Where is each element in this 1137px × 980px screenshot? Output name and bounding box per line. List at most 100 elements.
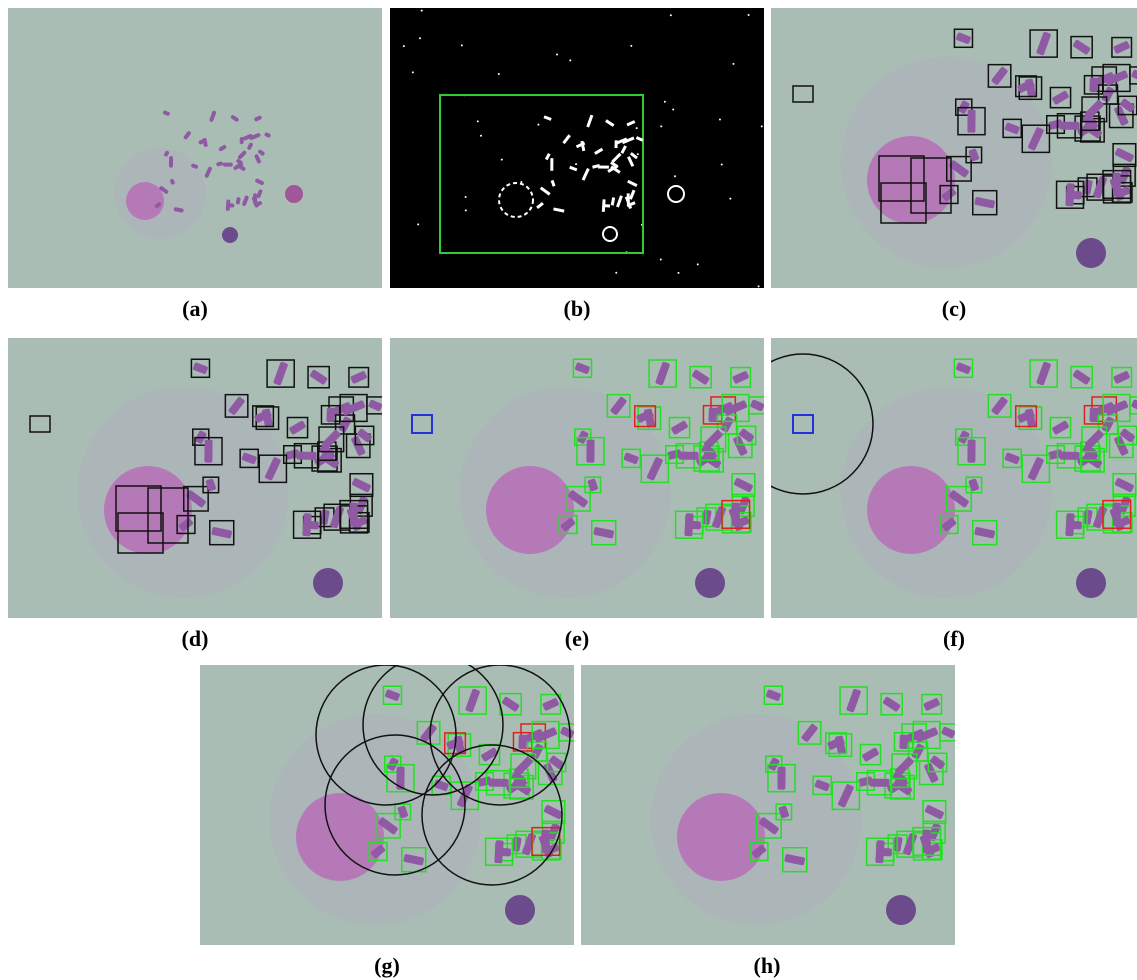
cell bbox=[695, 568, 725, 598]
speck bbox=[412, 71, 414, 73]
speck bbox=[678, 272, 680, 274]
chromosome bbox=[1089, 78, 1097, 93]
chromosome bbox=[302, 513, 311, 536]
chromosome bbox=[326, 408, 334, 423]
panel-image bbox=[581, 665, 957, 945]
panel-image bbox=[390, 338, 766, 618]
chromosome bbox=[875, 840, 884, 863]
speck bbox=[461, 44, 463, 46]
figure: (a) (b) (c) (d) (e) (f) (g) (h) bbox=[0, 0, 1137, 980]
speck bbox=[501, 159, 503, 161]
panel-image bbox=[733, 338, 1137, 618]
speck bbox=[674, 175, 676, 177]
chromosome bbox=[542, 830, 551, 854]
chromosome-outline bbox=[627, 193, 630, 206]
chromosome bbox=[488, 779, 508, 787]
chromosome bbox=[169, 156, 173, 168]
chromosome bbox=[869, 779, 889, 787]
chromosome-outline bbox=[614, 140, 617, 148]
chromosome bbox=[494, 840, 503, 863]
cell bbox=[285, 185, 303, 203]
chromosome bbox=[684, 513, 693, 536]
speck bbox=[672, 108, 674, 110]
chromosome bbox=[1065, 513, 1074, 536]
cell bbox=[505, 895, 535, 925]
panel-label: (g) bbox=[374, 953, 400, 978]
speck bbox=[664, 101, 666, 103]
speck bbox=[758, 285, 760, 287]
speck bbox=[421, 10, 423, 12]
chromosome bbox=[732, 503, 741, 527]
speck bbox=[465, 209, 467, 211]
panel-content bbox=[733, 338, 1137, 618]
panel-content bbox=[390, 338, 766, 618]
panel-content bbox=[771, 8, 1137, 288]
chromosome bbox=[923, 830, 932, 854]
speck bbox=[748, 14, 750, 16]
speck bbox=[465, 196, 467, 198]
panel-content bbox=[200, 655, 576, 945]
chromosome bbox=[967, 110, 975, 133]
speck bbox=[660, 258, 662, 260]
cell bbox=[1076, 238, 1106, 268]
chromosome-outline bbox=[550, 158, 553, 171]
cell bbox=[1076, 568, 1106, 598]
chromosome bbox=[518, 735, 526, 750]
chromosome bbox=[967, 440, 975, 463]
chromosome bbox=[226, 199, 231, 211]
speck bbox=[732, 63, 734, 65]
chromosome bbox=[1113, 503, 1122, 527]
chromosome bbox=[899, 735, 907, 750]
panel-label: (f) bbox=[943, 626, 965, 651]
speck bbox=[477, 120, 479, 122]
panel-label: (b) bbox=[564, 296, 591, 321]
speck bbox=[636, 127, 638, 129]
chromosome bbox=[1089, 408, 1097, 423]
speck bbox=[660, 125, 662, 127]
speck bbox=[403, 45, 405, 47]
nucleus bbox=[867, 466, 955, 554]
speck bbox=[537, 124, 539, 126]
speck bbox=[417, 223, 419, 225]
panel-image bbox=[390, 8, 764, 288]
speck bbox=[615, 272, 617, 274]
chromosome-outline bbox=[598, 165, 609, 168]
panel-label: (d) bbox=[182, 626, 209, 651]
speck bbox=[761, 125, 763, 127]
panel-content bbox=[581, 665, 957, 945]
chromosome bbox=[350, 503, 359, 527]
chromosome bbox=[708, 408, 716, 423]
panel-image bbox=[771, 8, 1137, 288]
nucleus bbox=[126, 182, 164, 220]
chromosome bbox=[1065, 183, 1074, 206]
speck bbox=[729, 198, 731, 200]
speck bbox=[719, 119, 721, 121]
chromosome bbox=[223, 163, 233, 167]
panel-label: (a) bbox=[182, 296, 208, 321]
chromosome bbox=[296, 452, 316, 460]
panel-label: (c) bbox=[942, 296, 966, 321]
speck bbox=[498, 73, 500, 75]
speck bbox=[480, 135, 482, 137]
panel-content bbox=[8, 8, 382, 288]
chromosome bbox=[1059, 452, 1079, 460]
nucleus bbox=[677, 793, 765, 881]
panel-image bbox=[8, 338, 384, 618]
speck bbox=[575, 163, 577, 165]
nucleus bbox=[296, 793, 384, 881]
speck bbox=[697, 263, 699, 265]
panel-content bbox=[390, 8, 764, 288]
chromosome bbox=[253, 193, 257, 205]
background bbox=[8, 8, 382, 288]
speck bbox=[630, 45, 632, 47]
speck bbox=[670, 14, 672, 16]
nucleus bbox=[486, 466, 574, 554]
panel-label: (e) bbox=[565, 626, 589, 651]
cell bbox=[222, 227, 238, 243]
chromosome bbox=[1113, 173, 1122, 197]
cell bbox=[313, 568, 343, 598]
panel-label: (h) bbox=[754, 953, 781, 978]
panel-image bbox=[200, 655, 576, 945]
speck bbox=[721, 163, 723, 165]
speck bbox=[419, 37, 421, 39]
